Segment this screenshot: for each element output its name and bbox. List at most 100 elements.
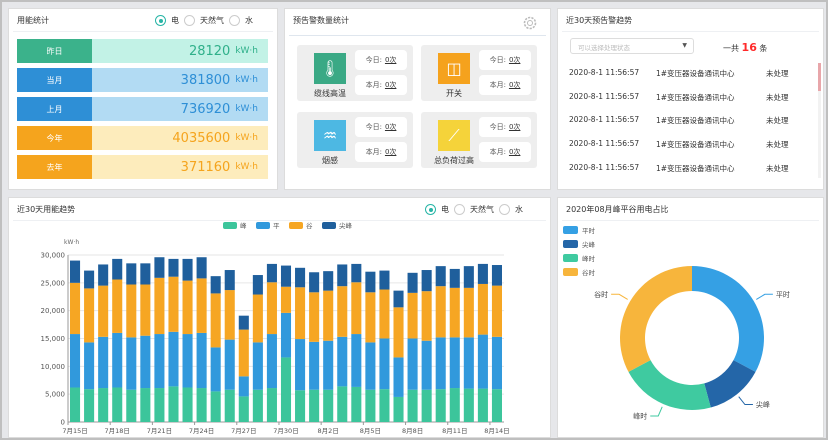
bar-segment-平[interactable] (126, 337, 137, 390)
bar-segment-平[interactable] (309, 341, 320, 390)
bar-segment-峰[interactable] (309, 389, 320, 422)
radio-water[interactable] (499, 204, 510, 215)
today-value[interactable]: 0次 (384, 56, 397, 64)
bar-segment-谷[interactable] (365, 292, 376, 343)
bar-segment-尖峰[interactable] (168, 258, 179, 277)
bar-segment-谷[interactable] (252, 294, 263, 343)
bar-segment-峰[interactable] (98, 388, 109, 422)
bar-segment-尖峰[interactable] (98, 264, 109, 286)
bar-segment-谷[interactable] (309, 292, 320, 342)
legend-label[interactable]: 谷 (306, 221, 313, 230)
bar-segment-峰[interactable] (463, 388, 474, 422)
bar-segment-平[interactable] (252, 342, 263, 390)
bar-segment-峰[interactable] (421, 389, 432, 422)
bar-segment-谷[interactable] (266, 282, 277, 335)
alarm-row[interactable]: 2020-8-1 11:56:57 1#变压器设备通讯中心 未处理 (569, 92, 809, 103)
bar-segment-尖峰[interactable] (112, 258, 123, 280)
alarm-card[interactable]: ⟋ 总负荷过高 今日: 0次 本月: 0次 (421, 112, 537, 168)
month-value[interactable]: 0次 (384, 81, 397, 89)
bar-segment-平[interactable] (224, 339, 235, 390)
bar-segment-尖峰[interactable] (379, 270, 390, 290)
donut-slice-尖峰[interactable] (704, 360, 756, 408)
bar-segment-尖峰[interactable] (154, 257, 165, 278)
alarm-row[interactable]: 2020-8-1 11:56:57 1#变压器设备通讯中心 未处理 (569, 139, 809, 150)
bar-segment-尖峰[interactable] (393, 290, 404, 308)
bar-segment-平[interactable] (140, 335, 151, 389)
bar-segment-尖峰[interactable] (126, 263, 137, 285)
bar-segment-峰[interactable] (238, 396, 249, 422)
legend-swatch[interactable] (322, 222, 336, 229)
bar-segment-谷[interactable] (112, 279, 123, 333)
bar-segment-谷[interactable] (393, 307, 404, 358)
bar-segment-谷[interactable] (491, 285, 502, 337)
bar-segment-尖峰[interactable] (196, 257, 207, 279)
bar-segment-平[interactable] (337, 336, 348, 387)
bar-segment-平[interactable] (463, 337, 474, 389)
bar-segment-平[interactable] (393, 357, 404, 397)
bar-segment-峰[interactable] (407, 389, 418, 422)
bar-segment-峰[interactable] (351, 386, 362, 422)
bar-segment-谷[interactable] (449, 287, 460, 338)
bar-segment-谷[interactable] (351, 282, 362, 335)
scrollbar[interactable] (818, 63, 821, 178)
donut-slice-平时[interactable] (692, 266, 764, 372)
bar-segment-谷[interactable] (280, 286, 292, 313)
bar-segment-峰[interactable] (224, 389, 235, 422)
legend-label[interactable]: 谷时 (582, 268, 596, 277)
bar-segment-平[interactable] (491, 336, 502, 390)
today-value[interactable]: 0次 (384, 123, 397, 131)
bar-segment-峰[interactable] (323, 389, 334, 422)
scrollbar-thumb[interactable] (818, 63, 821, 91)
bar-segment-平[interactable] (280, 312, 292, 358)
bar-segment-平[interactable] (407, 338, 418, 390)
bar-segment-尖峰[interactable] (323, 271, 334, 291)
bar-segment-谷[interactable] (379, 289, 390, 339)
bar-segment-尖峰[interactable] (337, 264, 348, 287)
bar-segment-峰[interactable] (393, 396, 404, 422)
legend-swatch[interactable] (223, 222, 237, 229)
bar-segment-平[interactable] (182, 334, 193, 388)
bar-segment-尖峰[interactable] (224, 270, 235, 291)
legend-swatch[interactable] (563, 268, 578, 276)
bar-segment-尖峰[interactable] (280, 265, 292, 287)
bar-segment-平[interactable] (70, 334, 81, 388)
bar-segment-尖峰[interactable] (84, 270, 95, 289)
bar-segment-平[interactable] (210, 347, 221, 392)
bar-segment-峰[interactable] (491, 389, 502, 422)
bar-segment-平[interactable] (379, 338, 390, 390)
legend-swatch[interactable] (563, 240, 578, 248)
bar-segment-平[interactable] (295, 339, 306, 391)
bar-segment-谷[interactable] (196, 278, 207, 333)
bar-segment-尖峰[interactable] (449, 268, 460, 288)
bar-segment-峰[interactable] (126, 389, 137, 422)
legend-label[interactable]: 尖峰 (339, 221, 353, 230)
donut-slice-峰时[interactable] (628, 360, 711, 410)
bar-segment-谷[interactable] (421, 291, 432, 341)
legend-label[interactable]: 峰时 (582, 254, 596, 263)
bar-segment-谷[interactable] (463, 287, 474, 338)
bar-segment-谷[interactable] (168, 276, 179, 332)
alarm-card[interactable]: ♒ 烟感 今日: 0次 本月: 0次 (297, 112, 413, 168)
bar-segment-峰[interactable] (379, 389, 390, 422)
legend-swatch[interactable] (563, 226, 578, 234)
legend-swatch[interactable] (256, 222, 270, 229)
legend-label[interactable]: 平 (273, 222, 280, 230)
bar-segment-尖峰[interactable] (238, 315, 249, 330)
bar-segment-尖峰[interactable] (266, 263, 277, 283)
bar-segment-尖峰[interactable] (140, 263, 151, 285)
bar-segment-谷[interactable] (295, 287, 306, 340)
bar-segment-平[interactable] (154, 334, 165, 389)
month-value[interactable]: 0次 (508, 148, 521, 156)
bar-segment-尖峰[interactable] (491, 265, 502, 286)
bar-segment-平[interactable] (351, 334, 362, 387)
bar-segment-尖峰[interactable] (351, 263, 362, 283)
bar-segment-峰[interactable] (449, 388, 460, 422)
bar-segment-平[interactable] (421, 340, 432, 390)
bar-segment-尖峰[interactable] (70, 260, 81, 283)
radio-gas[interactable] (184, 15, 195, 26)
radio-water[interactable] (229, 15, 240, 26)
bar-segment-谷[interactable] (477, 283, 488, 335)
bar-segment-谷[interactable] (337, 286, 348, 337)
month-value[interactable]: 0次 (508, 81, 521, 89)
bar-segment-谷[interactable] (182, 280, 193, 335)
